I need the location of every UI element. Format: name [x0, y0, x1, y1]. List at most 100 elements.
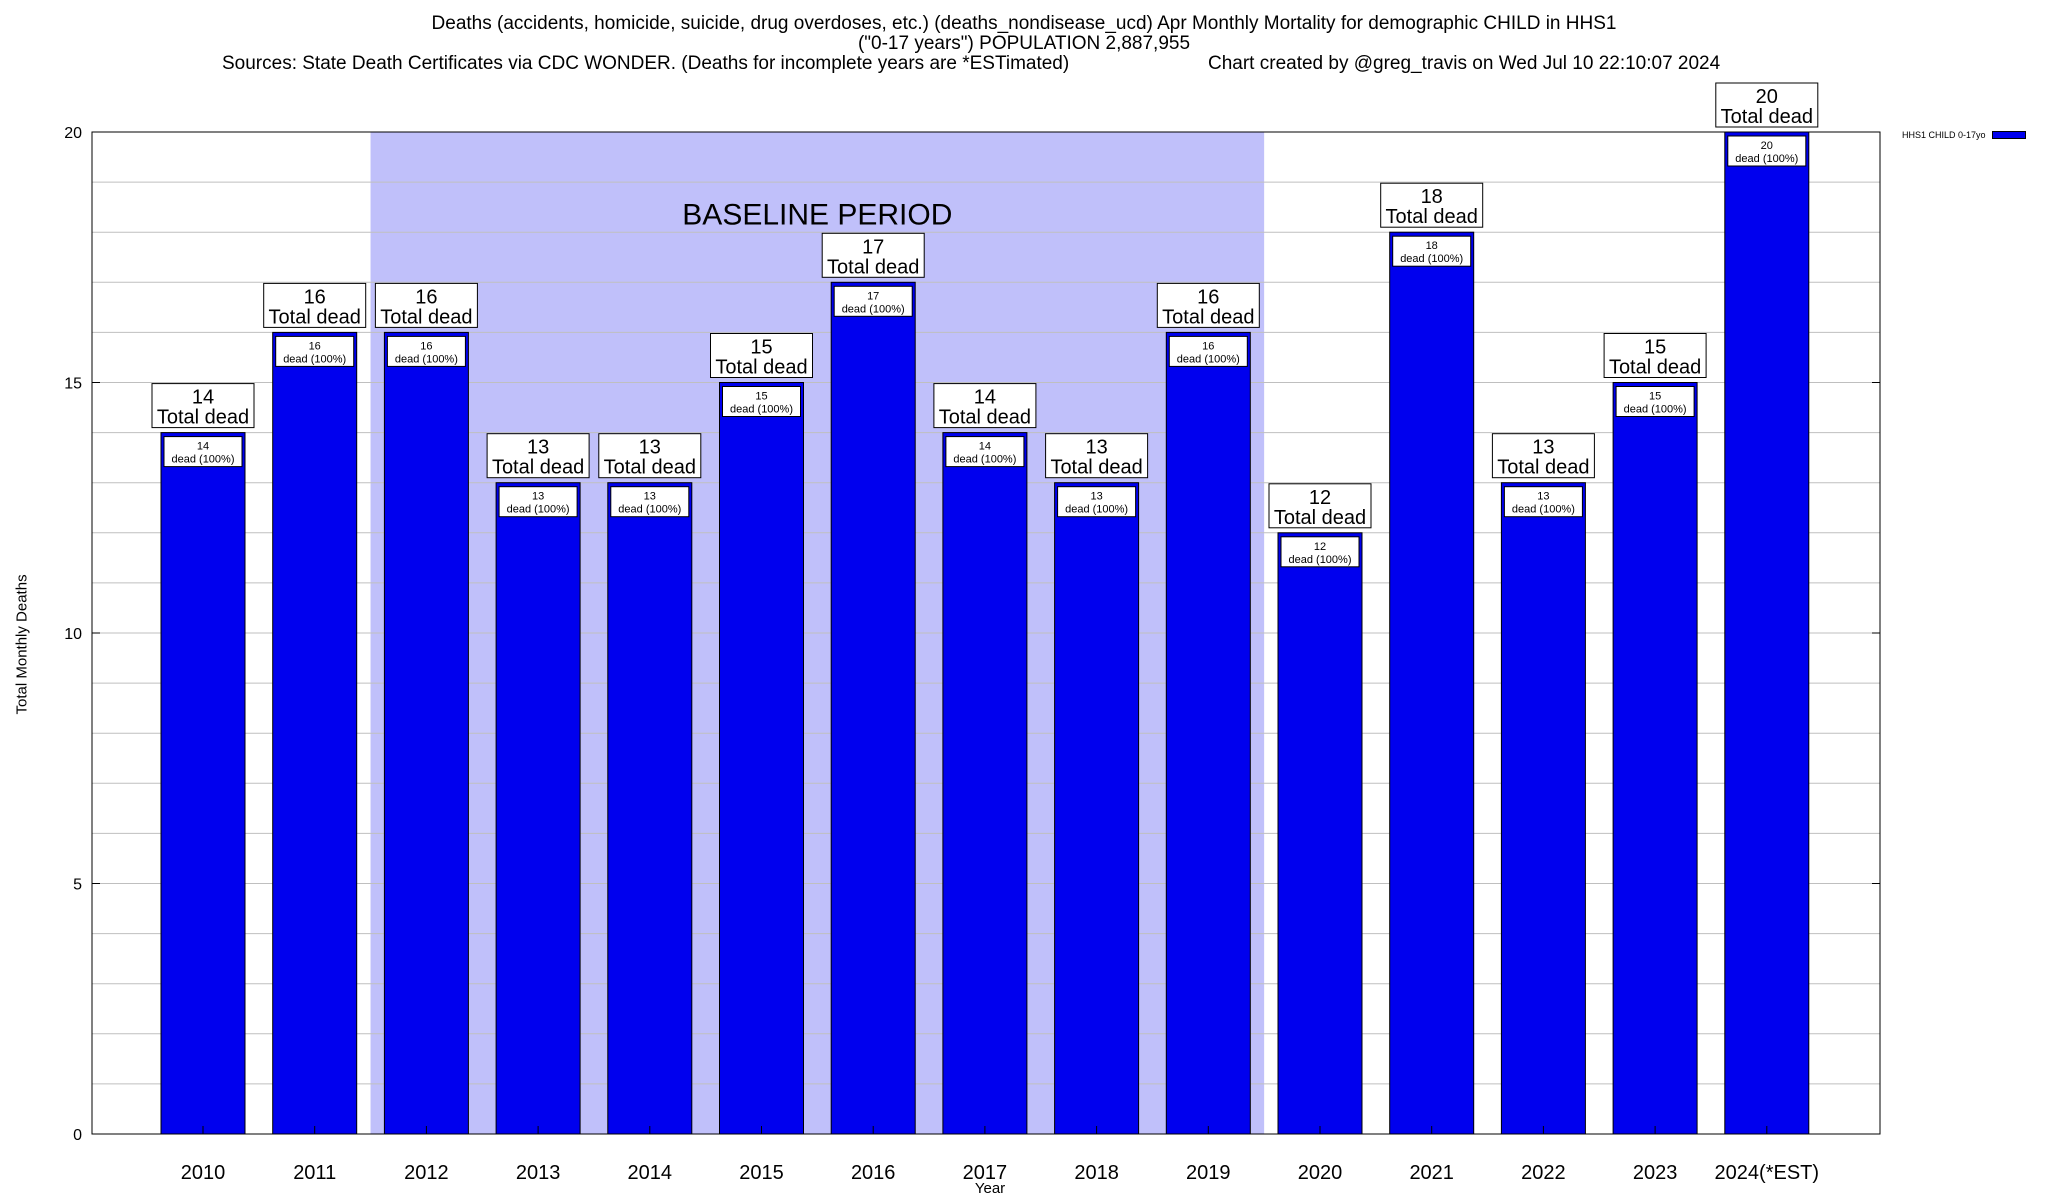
- bar-inner-label: dead (100%): [1400, 253, 1463, 265]
- chart-credit: Chart created by @greg_travis on Wed Jul…: [1208, 53, 1721, 74]
- inner-label-box: [610, 486, 690, 518]
- bar-inner-label: dead (100%): [283, 353, 346, 365]
- bar-total-value: 13: [1085, 437, 1107, 459]
- y-tick-label: 20: [64, 125, 82, 142]
- bar-total-value: 16: [304, 286, 326, 308]
- bar-inner-value: 16: [309, 340, 321, 352]
- bar: [1500, 482, 1586, 1135]
- total-label-box: [933, 383, 1037, 429]
- x-tick-label: 2023: [1633, 1162, 1678, 1184]
- inner-label-box: [945, 436, 1025, 468]
- x-tick-label: 2024(*EST): [1715, 1162, 1820, 1184]
- bar-total-label: Total dead: [269, 306, 361, 328]
- total-label-box: [374, 282, 478, 328]
- bar: [942, 432, 1028, 1135]
- total-label-box: [598, 433, 702, 479]
- bar-total-label: Total dead: [1386, 206, 1478, 228]
- bar-total-label: Total dead: [1274, 507, 1366, 529]
- bar: [1389, 231, 1475, 1135]
- inner-label-box: [498, 486, 578, 518]
- bar: [383, 331, 469, 1135]
- bar-inner-label: dead (100%): [1289, 554, 1352, 566]
- legend-label: HHS1 CHILD 0-17yo: [1902, 130, 1986, 140]
- x-tick-label: 2014: [628, 1162, 673, 1184]
- bar-inner-label: dead (100%): [395, 353, 458, 365]
- bar-total-value: 16: [415, 286, 437, 308]
- bar-inner-value: 17: [867, 290, 879, 302]
- total-label-box: [710, 333, 813, 378]
- inner-label-box: [386, 335, 466, 367]
- x-tick-label: 2010: [181, 1162, 226, 1184]
- bar-inner-value: 14: [979, 441, 991, 453]
- bar-total-label: Total dead: [1050, 457, 1142, 479]
- bar-inner-value: 16: [420, 340, 432, 352]
- total-label-box: [821, 232, 925, 278]
- bar-inner-label: dead (100%): [1177, 353, 1240, 365]
- bar-inner-value: 13: [644, 491, 656, 503]
- y-axis-title: Total Monthly Deaths: [13, 574, 31, 715]
- bar-total-label: Total dead: [380, 306, 472, 328]
- x-tick-label: 2020: [1298, 1162, 1343, 1184]
- bar-total-label: Total dead: [1162, 306, 1254, 328]
- inner-label-box: [833, 285, 913, 317]
- bar-inner-label: dead (100%): [1065, 504, 1128, 516]
- bar: [830, 281, 916, 1135]
- total-label-box: [151, 383, 255, 429]
- bar-inner-label: dead (100%): [730, 404, 793, 416]
- bar-total-label: Total dead: [157, 407, 249, 429]
- bar-inner-value: 20: [1761, 140, 1773, 152]
- x-tick-label: 2013: [516, 1162, 561, 1184]
- bar-total-label: Total dead: [1497, 457, 1589, 479]
- bar-total-value: 13: [1532, 437, 1554, 459]
- x-axis-title: Year: [974, 1180, 1006, 1197]
- bar-inner-value: 16: [1202, 340, 1214, 352]
- bar-total-value: 20: [1756, 86, 1778, 108]
- bar-inner-value: 18: [1426, 240, 1438, 252]
- bar-total-label: Total dead: [715, 357, 807, 379]
- x-tick-label: 2011: [293, 1162, 336, 1184]
- bar-inner-label: dead (100%): [1624, 404, 1687, 416]
- x-tick-label: 2017: [963, 1162, 1008, 1184]
- bar-total-value: 13: [639, 437, 661, 459]
- total-label-box: [1715, 82, 1819, 128]
- bar-inner-label: dead (100%): [953, 454, 1016, 466]
- bar-total-value: 16: [1197, 286, 1219, 308]
- bar-total-label: Total dead: [1721, 106, 1813, 128]
- inner-label-box: [1280, 536, 1360, 568]
- bar-inner-value: 15: [1649, 391, 1661, 403]
- inner-label-box: [163, 436, 243, 468]
- bar: [272, 331, 358, 1135]
- total-label-box: [263, 282, 367, 328]
- legend: HHS1 CHILD 0-17yo: [1902, 130, 2026, 140]
- bar-inner-label: dead (100%): [1512, 504, 1575, 516]
- x-tick-label: 2016: [851, 1162, 896, 1184]
- bar-inner-value: 13: [532, 491, 544, 503]
- chart-title-block: Deaths (accidents, homicide, suicide, dr…: [0, 14, 2048, 54]
- legend-swatch: [1991, 131, 2026, 139]
- x-tick-label: 2021: [1409, 1162, 1454, 1184]
- total-label-box: [1603, 333, 1707, 378]
- bar-inner-value: 14: [197, 441, 209, 453]
- bar: [1165, 331, 1251, 1135]
- bar-inner-label: dead (100%): [507, 504, 570, 516]
- inner-label-box: [1057, 486, 1137, 518]
- bar-inner-label: dead (100%): [1735, 153, 1798, 165]
- bar-inner-label: dead (100%): [842, 303, 905, 315]
- bar: [160, 432, 246, 1135]
- bar-total-value: 15: [1644, 337, 1666, 359]
- baseline-period-label: BASELINE PERIOD: [682, 199, 952, 232]
- bar: [495, 482, 581, 1135]
- bar-total-label: Total dead: [827, 256, 919, 278]
- x-tick-label: 2018: [1074, 1162, 1119, 1184]
- y-tick-label: 5: [73, 877, 82, 894]
- bar-inner-label: dead (100%): [172, 454, 235, 466]
- total-label-box: [1268, 483, 1372, 529]
- total-label-box: [1156, 282, 1260, 328]
- total-label-box: [1491, 433, 1595, 479]
- chart-subtitle: ("0-17 years") POPULATION 2,887,955: [857, 33, 1191, 54]
- bar: [1277, 532, 1363, 1135]
- y-tick-label: 10: [64, 626, 82, 643]
- x-tick-label: 2015: [739, 1162, 784, 1184]
- inner-label-box: [1727, 135, 1807, 167]
